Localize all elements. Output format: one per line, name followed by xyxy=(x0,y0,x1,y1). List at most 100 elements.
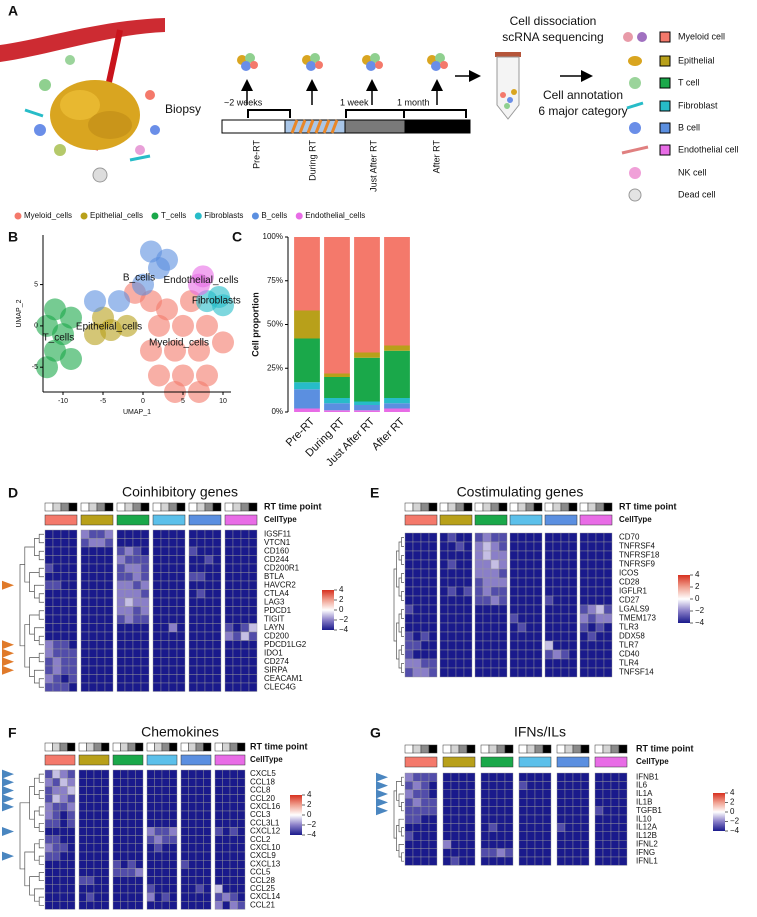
heatmap-cell xyxy=(602,856,612,866)
heatmap-cell xyxy=(112,769,121,779)
heatmap-cell xyxy=(525,640,535,651)
heatmap-cell xyxy=(169,860,178,869)
heatmap-cell xyxy=(237,802,246,812)
heatmap-cell xyxy=(542,831,552,841)
row-label: TLR3 xyxy=(619,623,639,632)
heatmap-cell xyxy=(420,622,430,633)
row-label: TNFRSF4 xyxy=(619,542,656,551)
heatmap-cell xyxy=(525,649,535,660)
marker-arrow xyxy=(2,665,14,675)
heatmap-cell xyxy=(161,843,170,853)
y-tick-label: 100% xyxy=(263,232,283,241)
heatmap-cell xyxy=(132,648,142,658)
row-label: CLEC4G xyxy=(264,682,296,691)
time-cell xyxy=(466,744,476,754)
heatmap-cell xyxy=(450,840,460,849)
heatmap-cell xyxy=(80,623,90,633)
heatmap-cell xyxy=(488,814,498,824)
x-tick-label: After RT xyxy=(370,416,407,453)
heatmap-cell xyxy=(594,856,604,866)
heatmap-cell xyxy=(68,657,78,667)
dendrogram xyxy=(34,777,40,795)
heatmap-cell xyxy=(466,772,476,782)
row-label: CTLA4 xyxy=(264,589,289,598)
heatmap-cell xyxy=(229,810,238,820)
heatmap-cell xyxy=(533,532,543,543)
heatmap-cell xyxy=(556,823,566,833)
heatmap-cell xyxy=(404,541,414,552)
heatmap-cell xyxy=(196,572,206,582)
heatmap-cell xyxy=(212,657,222,667)
step-label: scRNA sequencing xyxy=(502,30,603,44)
heatmap-cell xyxy=(101,827,110,836)
heatmap-cell xyxy=(490,577,500,588)
heatmap-cell xyxy=(59,876,68,885)
heatmap-title: Costimulating genes xyxy=(457,484,584,500)
heatmap-cell xyxy=(455,577,465,588)
colorbar-label: 0 xyxy=(695,594,700,603)
heatmap-cell xyxy=(124,674,134,684)
heatmap-cell xyxy=(222,778,231,787)
heatmap-cell xyxy=(428,532,438,543)
row-label: ICOS xyxy=(619,569,639,578)
heatmap-cell xyxy=(52,572,62,582)
heatmap-cell xyxy=(439,640,449,651)
heatmap-cell xyxy=(579,613,589,624)
heatmap-cell xyxy=(544,631,554,642)
heatmap-cell xyxy=(152,538,162,548)
row-label: CXCL16 xyxy=(250,802,281,811)
heatmap-cell xyxy=(140,580,150,590)
heatmap-cell xyxy=(428,848,438,858)
heatmap-cell xyxy=(196,538,206,548)
heatmap-cell xyxy=(86,794,95,803)
heatmap-cell xyxy=(93,843,102,853)
heatmap-cell xyxy=(135,851,144,861)
heatmap-cell xyxy=(237,810,246,820)
heatmap-cell xyxy=(78,860,87,869)
heatmap-cell xyxy=(112,802,121,812)
heatmap-cell xyxy=(428,586,438,597)
heatmap-cell xyxy=(544,541,554,552)
heatmap-cell xyxy=(180,892,189,902)
heatmap-cell xyxy=(496,831,506,841)
colorbar-label: −2 xyxy=(695,606,705,615)
heatmap-cell xyxy=(180,769,189,779)
heatmap-cell xyxy=(404,814,414,824)
heatmap-cell xyxy=(240,606,250,616)
heatmap-cell xyxy=(474,667,484,678)
heatmap-cell xyxy=(533,658,543,669)
heatmap-cell xyxy=(112,851,121,861)
celltype-bar xyxy=(556,756,590,768)
heatmap-cell xyxy=(580,772,590,782)
heatmap-cell xyxy=(188,876,197,885)
celltype-bar xyxy=(404,514,438,526)
heatmap-cell xyxy=(112,884,121,894)
heatmap-cell xyxy=(442,814,452,824)
heatmap-cell xyxy=(498,568,508,579)
row-label: LAG3 xyxy=(264,597,285,606)
celltype-bar xyxy=(480,756,514,768)
bar-segment xyxy=(324,403,350,411)
heatmap-cell xyxy=(180,819,189,828)
heatmap-cell xyxy=(564,831,574,841)
heatmap-cell xyxy=(188,572,198,582)
heatmap-cell xyxy=(240,640,250,650)
heatmap-cell xyxy=(509,640,519,651)
heatmap-cell xyxy=(203,892,212,902)
heatmap-cell xyxy=(248,657,258,667)
row-label: CXCL9 xyxy=(250,851,276,860)
heatmap-cell xyxy=(564,781,574,791)
legend-label: Endothelial_cells xyxy=(305,211,365,220)
heatmap-cell xyxy=(525,541,535,552)
heatmap-cell xyxy=(544,568,554,579)
heatmap-cell xyxy=(59,769,68,779)
heatmap-cell xyxy=(176,648,186,658)
heatmap-cell xyxy=(152,648,162,658)
heatmap-cell xyxy=(602,798,612,807)
heatmap-cell xyxy=(542,814,552,824)
heatmap-cell xyxy=(195,860,204,869)
marker-arrow xyxy=(376,797,388,807)
heatmap-cell xyxy=(525,595,535,606)
heatmap-cell xyxy=(146,901,155,910)
celltype-bar xyxy=(579,514,613,526)
